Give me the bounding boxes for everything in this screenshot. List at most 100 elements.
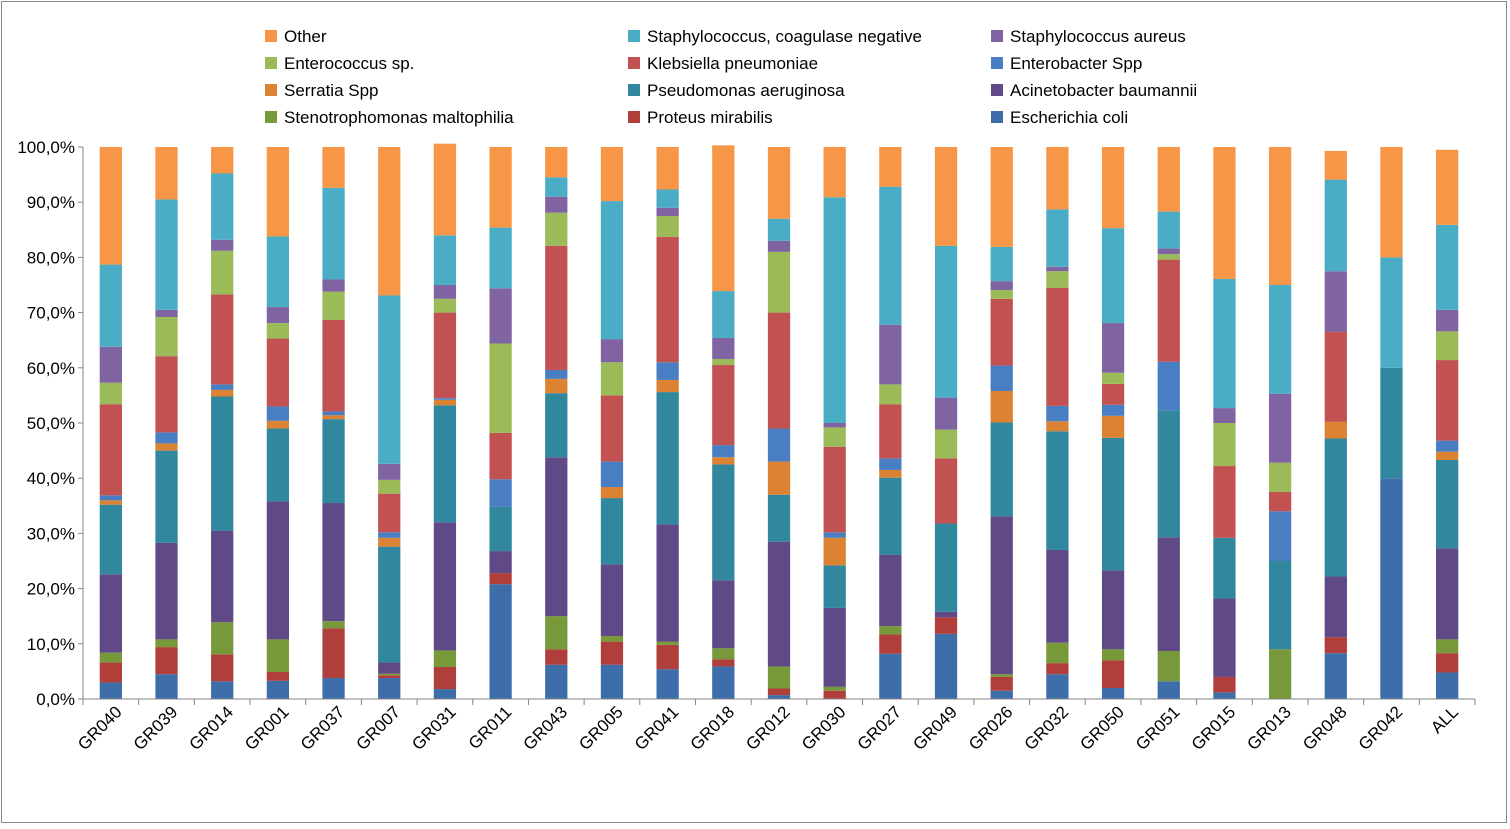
bar-segment-acinetobacter-baumannii-gr012 [767, 541, 791, 667]
bar-segment-acinetobacter-baumannii-gr018 [712, 580, 735, 649]
bar-segment-escherichia-coli-gr005 [600, 664, 624, 699]
bar-segment-klebsiella-pneumoniae-gr027 [879, 404, 902, 459]
bar-segment-acinetobacter-baumannii-gr014 [211, 530, 234, 623]
bar-segment-staphylococcus-aureus-gr048 [1324, 271, 1347, 332]
y-tick-label: 30,0% [27, 524, 75, 543]
bar-segment-acinetobacter-baumannii-gr001 [266, 501, 290, 640]
bar-segment-staphylococcus-aureus-gr050 [1101, 323, 1125, 373]
bar-segment-escherichia-coli-gr018 [712, 666, 735, 699]
bar-segment-staphylococcus-aureus-gr031 [433, 285, 457, 299]
bar-segment-enterococcus-sp-gr018 [712, 358, 735, 366]
legend-swatch-pseudomonas-aeruginosa [628, 84, 640, 96]
bar-segment-klebsiella-pneumoniae-gr031 [433, 312, 457, 399]
bar-segment-pseudomonas-aeruginosa-gr001 [266, 428, 290, 502]
bar-segment-enterobacter-spp-gr043 [545, 370, 568, 379]
bar-segment-pseudomonas-aeruginosa-gr049 [934, 523, 958, 612]
bar-segment-other-gr007 [378, 147, 401, 296]
bar-segment-proteus-mirabilis-all [1436, 653, 1459, 673]
bar-segment-staphylococcus-coagulase-negative-gr050 [1101, 228, 1125, 324]
bar-segment-staphylococcus-coagulase-negative-gr005 [600, 201, 624, 340]
bar-segment-acinetobacter-baumannii-gr026 [990, 516, 1013, 675]
bar-segment-enterococcus-sp-gr013 [1268, 462, 1292, 492]
bar-segment-stenotrophomonas-maltophilia-gr050 [1101, 649, 1125, 661]
bar-segment-acinetobacter-baumannii-all [1436, 548, 1459, 640]
bar-segment-proteus-mirabilis-gr011 [489, 573, 512, 585]
bar-segment-serratia-spp-gr039 [155, 443, 178, 451]
bar-segment-enterococcus-sp-gr040 [99, 382, 122, 405]
bar-segment-pseudomonas-aeruginosa-gr051 [1157, 410, 1180, 538]
x-category-label: GR051 [1132, 702, 1184, 754]
bar-segment-other-gr050 [1101, 147, 1125, 229]
bar-segment-stenotrophomonas-maltophilia-gr043 [545, 616, 568, 650]
bar-segment-enterococcus-sp-gr007 [378, 479, 401, 494]
bar-segment-stenotrophomonas-maltophilia-gr007 [378, 673, 401, 676]
bar-segment-klebsiella-pneumoniae-gr001 [266, 338, 290, 407]
bar-segment-staphylococcus-aureus-gr014 [211, 239, 234, 251]
x-axis: GR040 GR039 GR014 GR001 GR037 GR007 GR031 GR011… [74, 698, 1476, 754]
bar-segment-proteus-mirabilis-gr040 [99, 662, 122, 683]
bar-segment-klebsiella-pneumoniae-gr043 [545, 245, 568, 371]
bar-segment-stenotrophomonas-maltophilia-gr014 [211, 622, 234, 655]
bar-segment-proteus-mirabilis-gr043 [545, 649, 568, 665]
bar-segment-enterococcus-sp-gr014 [211, 250, 234, 295]
bar-segment-acinetobacter-baumannii-gr048 [1324, 576, 1347, 638]
bar-segment-pseudomonas-aeruginosa-gr030 [823, 565, 846, 608]
bar-segment-pseudomonas-aeruginosa-gr015 [1213, 537, 1236, 599]
x-category-label: GR014 [185, 702, 237, 754]
bar-segment-enterobacter-spp-gr001 [266, 406, 290, 421]
bar-segment-klebsiella-pneumoniae-gr007 [378, 493, 401, 533]
bar-segment-other-gr030 [823, 147, 846, 198]
x-category-label: GR013 [1243, 702, 1295, 754]
bar-segment-enterococcus-sp-gr012 [767, 251, 791, 313]
bar-segment-other-gr011 [489, 147, 512, 228]
bar-segment-serratia-spp-all [1436, 451, 1459, 460]
bar-segment-enterobacter-spp-gr030 [823, 532, 846, 538]
bar-segment-klebsiella-pneumoniae-gr037 [322, 319, 345, 412]
bar-segment-proteus-mirabilis-gr037 [322, 628, 345, 679]
legend-swatch-staphylococcus-coagulase-negative [628, 30, 640, 42]
bar-segment-klebsiella-pneumoniae-gr049 [934, 458, 958, 524]
legend-label-pseudomonas-aeruginosa: Pseudomonas aeruginosa [647, 81, 845, 100]
legend-label-enterobacter-spp: Enterobacter Spp [1010, 54, 1142, 73]
bar-segment-serratia-spp-gr001 [266, 420, 290, 429]
bar-segment-staphylococcus-coagulase-negative-gr039 [155, 199, 178, 310]
bar-segment-staphylococcus-aureus-gr041 [656, 207, 679, 216]
bar-segment-serratia-spp-gr027 [879, 469, 902, 478]
bar-segment-escherichia-coli-gr007 [378, 678, 401, 699]
bar-segment-pseudomonas-aeruginosa-gr043 [545, 393, 568, 458]
bar-segment-escherichia-coli-gr048 [1324, 653, 1347, 699]
bar-segment-klebsiella-pneumoniae-gr012 [767, 312, 791, 429]
bar-segment-staphylococcus-aureus-gr030 [823, 423, 846, 428]
legend-swatch-klebsiella-pneumoniae [628, 57, 640, 69]
bar-segment-staphylococcus-aureus-gr001 [266, 307, 290, 324]
bar-segment-enterococcus-sp-gr030 [823, 427, 846, 447]
bar-segment-staphylococcus-aureus-gr037 [322, 279, 345, 292]
bar-segment-proteus-mirabilis-gr031 [433, 666, 457, 690]
bar-segment-escherichia-coli-gr042 [1380, 478, 1403, 699]
bar-segment-escherichia-coli-gr031 [433, 689, 457, 699]
bar-segment-escherichia-coli-gr015 [1213, 692, 1236, 699]
bar-segment-pseudomonas-aeruginosa-gr031 [433, 405, 457, 523]
bar-segment-acinetobacter-baumannii-gr032 [1046, 549, 1069, 643]
bar-segment-pseudomonas-aeruginosa-gr011 [489, 506, 512, 552]
legend-label-staphylococcus-coagulase-negative: Staphylococcus, coagulase negative [647, 27, 922, 46]
bar-segment-staphylococcus-aureus-gr007 [378, 463, 401, 480]
bar-segment-stenotrophomonas-maltophilia-gr012 [767, 666, 791, 689]
bar-segment-pseudomonas-aeruginosa-gr037 [322, 419, 345, 504]
bar-segment-other-gr012 [767, 147, 791, 219]
bar-segment-serratia-spp-gr031 [433, 399, 457, 406]
bar-segment-stenotrophomonas-maltophilia-gr005 [600, 636, 624, 642]
x-category-label: GR037 [297, 702, 349, 754]
bar-segment-acinetobacter-baumannii-gr037 [322, 503, 345, 622]
legend-label-serratia-spp: Serratia Spp [284, 81, 379, 100]
bar-segment-enterobacter-spp-gr032 [1046, 405, 1069, 422]
bar-segment-klebsiella-pneumoniae-gr039 [155, 356, 178, 433]
legend-swatch-acinetobacter-baumannii [991, 84, 1003, 96]
bar-segment-proteus-mirabilis-gr049 [934, 617, 958, 634]
bar-segment-other-all [1436, 149, 1459, 225]
bar-segment-klebsiella-pneumoniae-gr030 [823, 446, 846, 533]
bar-segment-enterococcus-sp-gr027 [879, 384, 902, 405]
bar-segment-enterobacter-spp-gr040 [99, 495, 122, 501]
bar-segment-escherichia-coli-gr041 [656, 669, 679, 699]
bar-segment-proteus-mirabilis-gr001 [266, 671, 290, 681]
